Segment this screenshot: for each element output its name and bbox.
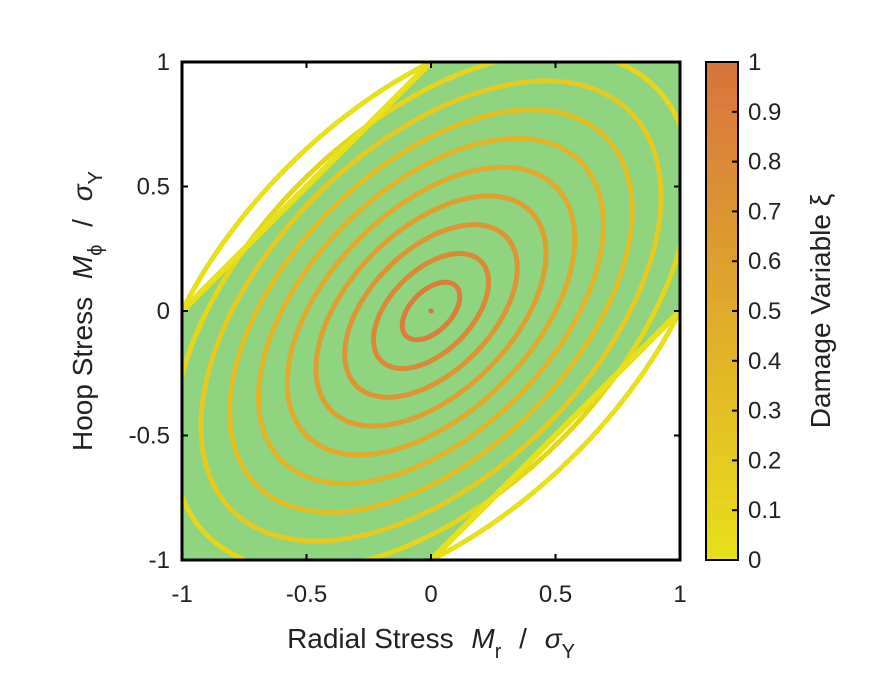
colorbar-tick-label: 0.6: [748, 248, 781, 275]
contour-line: [182, 62, 680, 560]
contour-line: [342, 222, 520, 400]
region-boundary-line: [182, 62, 434, 314]
colorbar-tick-label: 0.4: [748, 348, 781, 375]
region-boundary-line: [428, 308, 680, 560]
colorbar-tick-label: 0: [748, 547, 761, 574]
x-tick-label: 0: [424, 581, 437, 608]
y-tick-label: -1: [149, 547, 170, 574]
colorbar-ticks: 0 0.1 0.2 0.3 0.4 0.5 0.6 0.7 0.8 0.9 1: [732, 49, 781, 574]
y-axis-label: Hoop Stress Mϕ / σY: [67, 171, 108, 451]
colorbar-tick-label: 0.5: [748, 298, 781, 325]
contour-line: [227, 107, 635, 515]
x-tick-label: 0.5: [539, 581, 572, 608]
y-tick-label: -0.5: [129, 423, 170, 450]
colorbar-tick-label: 1: [748, 49, 761, 76]
y-axis-ticks: -1 -0.5 0 0.5 1: [129, 49, 680, 574]
colorbar-tick-label: 0.8: [748, 149, 781, 176]
contour-line: [255, 135, 607, 487]
y-tick-label: 1: [157, 49, 170, 76]
contour-line: [284, 164, 578, 458]
colorbar-tick-label: 0.9: [748, 99, 781, 126]
contour-line: [198, 78, 664, 544]
y-tick-label: 0: [157, 298, 170, 325]
colorbar-tick-label: 0.2: [748, 447, 781, 474]
colorbar-tick-label: 0.7: [748, 198, 781, 225]
x-axis-ticks: -1 -0.5 0 0.5 1: [171, 62, 687, 608]
contour-line: [370, 250, 492, 372]
colorbar-tick-label: 0.3: [748, 398, 781, 425]
contour-level-point: [428, 308, 434, 314]
x-tick-label: -0.5: [286, 581, 327, 608]
x-axis-label: Radial Stress Mr / σY: [287, 623, 575, 664]
contour-lines: [182, 62, 680, 560]
colorbar-tick-label: 0.1: [748, 497, 781, 524]
x-tick-label: -1: [171, 581, 192, 608]
x-tick-label: 1: [673, 581, 686, 608]
contour-line: [313, 193, 549, 429]
contour-plot: [182, 62, 680, 560]
y-tick-label: 0.5: [137, 174, 170, 201]
colorbar-label: Damage Variable ξ: [805, 194, 836, 429]
contour-line: [399, 279, 463, 343]
